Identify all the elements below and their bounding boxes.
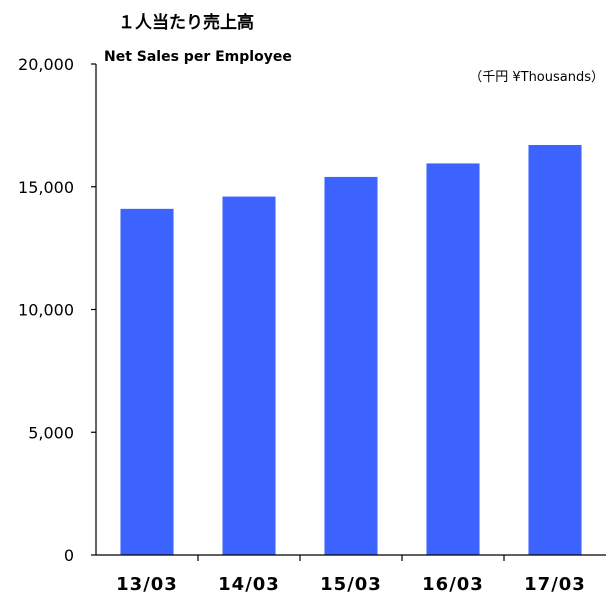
bar-16-03: [426, 163, 480, 556]
y-tick-label: 5,000: [28, 423, 74, 442]
x-tick-label: 15/03: [320, 574, 382, 595]
chart-subtitle: Net Sales per Employee: [104, 49, 292, 65]
y-tick-label: 15,000: [18, 178, 74, 197]
bar-14-03: [222, 196, 276, 555]
bar-15-03: [324, 176, 378, 555]
y-tick-label: 0: [64, 546, 74, 565]
x-tick-label: 14/03: [218, 574, 280, 595]
x-tick-label: 17/03: [524, 574, 586, 595]
y-tick-label: 10,000: [18, 301, 74, 320]
bars: [120, 145, 582, 556]
chart-title: １人当たり売上高: [118, 12, 254, 33]
x-tick-label: 13/03: [116, 574, 178, 595]
bar-13-03: [120, 208, 174, 555]
y-tick-label: 20,000: [18, 55, 74, 74]
x-axis-ticks: 13/03 14/03 15/03 16/03 17/03: [116, 555, 586, 595]
unit-label: （千円 ¥Thousands）: [469, 70, 604, 85]
y-axis-ticks: 0 5,000 10,000 15,000 20,000: [18, 55, 96, 565]
bar-17-03: [528, 145, 582, 555]
x-tick-label: 16/03: [422, 574, 484, 595]
